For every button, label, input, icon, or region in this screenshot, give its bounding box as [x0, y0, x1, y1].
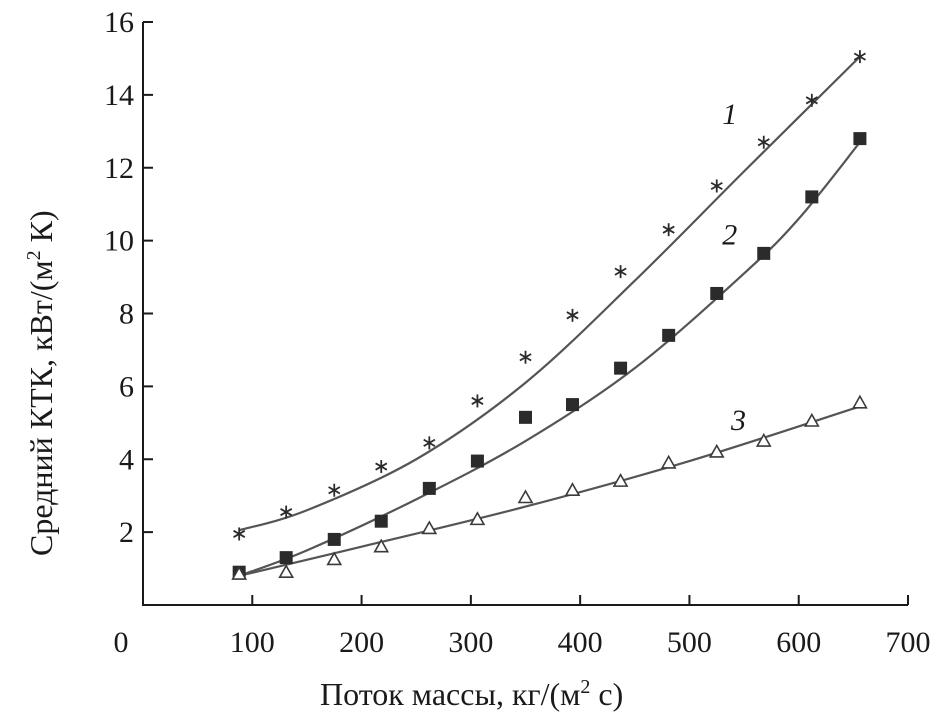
x-tick-label: 100 — [230, 626, 275, 659]
fit-curves — [238, 55, 861, 577]
y-tick-label: 14 — [104, 79, 134, 112]
marker-series-2 — [805, 190, 819, 204]
x-tick-label: 0 — [114, 626, 129, 659]
marker-series-3 — [612, 472, 629, 487]
marker-series-1 — [471, 394, 484, 408]
marker-series-3 — [421, 520, 438, 535]
y-axis-title-sup: 2 — [23, 250, 45, 260]
marker-series-2 — [327, 532, 341, 546]
fit-curve-2 — [238, 141, 861, 577]
y-tick-label: 4 — [119, 443, 134, 476]
y-tick-label: 6 — [119, 370, 134, 403]
marker-series-2 — [614, 361, 628, 375]
marker-series-1 — [233, 527, 246, 541]
y-axis-title: Средний КТК, кВт/(м2 К) — [23, 210, 59, 556]
marker-series-1 — [853, 50, 866, 64]
marker-series-2 — [757, 246, 771, 260]
x-axis-title-sup: 2 — [580, 676, 590, 698]
y-tick-label: 2 — [119, 516, 134, 549]
marker-series-2 — [853, 132, 867, 146]
marker-series-3 — [231, 565, 248, 580]
marker-series-3 — [708, 443, 725, 458]
axis-lines — [142, 22, 908, 606]
marker-series-1 — [328, 483, 341, 497]
fit-curve-3 — [238, 405, 861, 577]
y-tick-label: 8 — [119, 298, 134, 331]
marker-series-2 — [710, 286, 724, 300]
marker-series-1 — [662, 223, 675, 237]
marker-series-3 — [326, 551, 343, 566]
marker-series-1 — [710, 179, 723, 193]
y-tick-label: 12 — [104, 152, 134, 185]
marker-series-2 — [279, 551, 293, 565]
marker-series-2 — [470, 454, 484, 468]
x-axis-title-tail: с) — [590, 676, 623, 712]
marker-series-2 — [422, 481, 436, 495]
x-tick-label: 500 — [667, 626, 712, 659]
data-markers — [231, 50, 868, 580]
marker-series-3 — [517, 489, 534, 504]
marker-series-2 — [519, 410, 532, 424]
x-tick-label: 200 — [339, 626, 384, 659]
x-tick-label: 300 — [448, 626, 493, 659]
marker-series-3 — [469, 511, 486, 526]
marker-series-2 — [662, 328, 676, 342]
marker-series-1 — [805, 93, 818, 107]
y-axis-title-tail: К) — [23, 210, 59, 250]
series-labels: 1 2 3 — [722, 98, 746, 437]
x-tick-label: 700 — [886, 626, 931, 659]
marker-series-1 — [519, 350, 532, 364]
series-label-1: 1 — [722, 98, 737, 131]
x-tick-label: 400 — [558, 626, 603, 659]
marker-series-2 — [565, 398, 579, 412]
marker-series-3 — [373, 538, 390, 553]
series-label-3: 3 — [730, 404, 746, 437]
marker-series-2 — [374, 514, 388, 528]
marker-series-3 — [755, 432, 772, 447]
marker-series-1 — [757, 135, 770, 149]
marker-series-1 — [280, 505, 293, 519]
marker-series-3 — [660, 454, 677, 469]
y-tick-label: 16 — [104, 6, 134, 39]
series-label-2: 2 — [722, 218, 737, 251]
x-axis-title: Поток массы, кг/(м2 с) — [320, 676, 623, 712]
marker-series-3 — [278, 564, 295, 579]
marker-series-1 — [423, 436, 436, 450]
marker-series-3 — [803, 412, 820, 427]
x-tick-label: 600 — [776, 626, 821, 659]
marker-series-1 — [566, 308, 579, 322]
marker-series-1 — [614, 265, 627, 279]
y-tick-label: 10 — [104, 225, 134, 258]
marker-series-3 — [564, 482, 581, 497]
marker-series-1 — [375, 460, 388, 474]
marker-series-3 — [852, 394, 868, 409]
fit-curve-1 — [238, 55, 861, 532]
